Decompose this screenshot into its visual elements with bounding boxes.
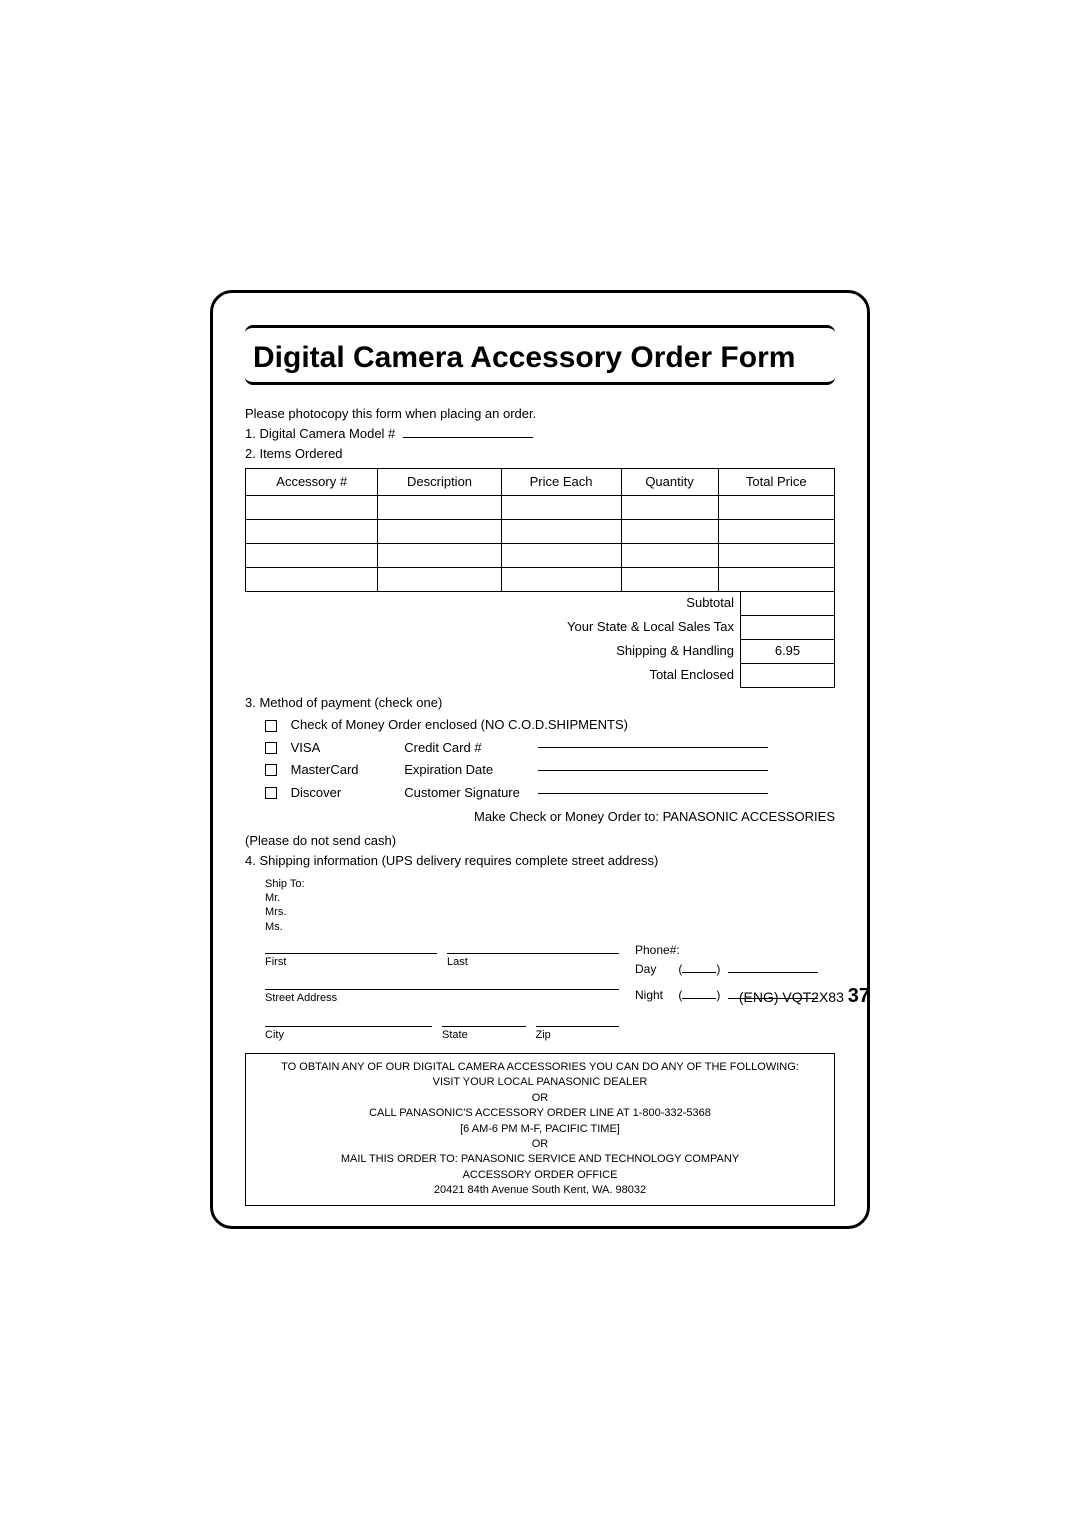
night-label: Night (635, 987, 675, 1004)
info-l4: [6 AM-6 PM M-F, PACIFIC TIME] (254, 1122, 826, 1137)
cc-number-label: Credit Card # (404, 739, 534, 757)
ms-label: Ms. (265, 920, 835, 934)
checkbox-money-order[interactable] (265, 720, 277, 732)
visa-label: VISA (291, 739, 401, 757)
state-field[interactable]: State (442, 1013, 526, 1043)
col-description: Description (378, 468, 501, 495)
street-caption: Street Address (265, 991, 619, 1006)
col-quantity: Quantity (621, 468, 718, 495)
zip-field[interactable]: Zip (536, 1013, 620, 1043)
totals-table: Subtotal Your State & Local Sales Tax Sh… (245, 591, 835, 688)
info-or2: OR (254, 1137, 826, 1152)
intro-text: Please photocopy this form when placing … (245, 405, 835, 423)
money-order-label: Check of Money Order enclosed (NO C.O.D.… (291, 717, 628, 732)
info-box: TO OBTAIN ANY OF OUR DIGITAL CAMERA ACCE… (245, 1053, 835, 1206)
page-number: 37 (848, 985, 870, 1007)
phone-label: Phone#: (635, 942, 835, 959)
col-accessory: Accessory # (246, 468, 378, 495)
step1-label: 1. Digital Camera Model # (245, 426, 395, 441)
page: Digital Camera Accessory Order Form Plea… (0, 0, 1080, 1526)
col-price-each: Price Each (501, 468, 621, 495)
first-caption: First (265, 955, 437, 970)
city-field[interactable]: City (265, 1013, 432, 1043)
table-row[interactable] (246, 567, 835, 591)
sig-label: Customer Signature (404, 784, 534, 802)
items-table: Accessory # Description Price Each Quant… (245, 468, 835, 592)
step3-label: 3. Method of payment (check one) (245, 694, 835, 712)
info-l6: ACCESSORY ORDER OFFICE (254, 1168, 826, 1183)
day-label: Day (635, 961, 675, 978)
state-caption: State (442, 1028, 526, 1043)
col-total-price: Total Price (718, 468, 834, 495)
step1: 1. Digital Camera Model # (245, 425, 835, 443)
payment-visa-row: VISA Credit Card # (265, 738, 835, 757)
table-row[interactable] (246, 519, 835, 543)
payment-discover-row: Discover Customer Signature (265, 783, 835, 802)
city-caption: City (265, 1028, 432, 1043)
payment-check-row: Check of Money Order enclosed (NO C.O.D.… (265, 716, 835, 734)
exp-label: Expiration Date (404, 761, 534, 779)
step4-label: 4. Shipping information (UPS delivery re… (245, 852, 835, 870)
payment-mc-row: MasterCard Expiration Date (265, 761, 835, 780)
enclosed-box[interactable] (741, 663, 835, 687)
table-row[interactable] (246, 495, 835, 519)
mrs-label: Mrs. (265, 905, 835, 919)
street-field[interactable]: Street Address (265, 976, 619, 1006)
last-caption: Last (447, 955, 619, 970)
day-area-field[interactable] (682, 972, 716, 973)
zip-caption: Zip (536, 1028, 620, 1043)
last-name-field[interactable]: Last (447, 940, 619, 970)
subtotal-box[interactable] (741, 591, 835, 615)
exp-field[interactable] (538, 770, 768, 771)
shipping-label: Shipping & Handling (245, 639, 741, 663)
first-name-field[interactable]: First (265, 940, 437, 970)
tax-box[interactable] (741, 615, 835, 639)
phone-day-row: Day () (635, 961, 835, 978)
step2-label: 2. Items Ordered (245, 445, 835, 463)
ship-to-label: Ship To: (265, 877, 835, 891)
day-number-field[interactable] (728, 972, 818, 973)
make-check-text: Make Check or Money Order to: PANASONIC … (245, 808, 835, 826)
no-cash-text: (Please do not send cash) (245, 832, 835, 850)
checkbox-visa[interactable] (265, 742, 277, 754)
subtotal-label: Subtotal (245, 591, 741, 615)
info-l1: TO OBTAIN ANY OF OUR DIGITAL CAMERA ACCE… (254, 1060, 826, 1075)
form-frame: Digital Camera Accessory Order Form Plea… (210, 290, 870, 1229)
night-area-field[interactable] (682, 998, 716, 999)
form-content: Please photocopy this form when placing … (213, 293, 867, 1226)
page-footer: (ENG) VQT2X83 37 (739, 985, 870, 1008)
info-l5: MAIL THIS ORDER TO: PANASONIC SERVICE AN… (254, 1152, 826, 1167)
title-bar: Digital Camera Accessory Order Form (245, 325, 835, 385)
model-number-field[interactable] (403, 437, 533, 438)
tax-label: Your State & Local Sales Tax (245, 615, 741, 639)
form-title: Digital Camera Accessory Order Form (245, 328, 835, 388)
address-left: First Last Street Address (265, 940, 619, 1043)
cc-number-field[interactable] (538, 747, 768, 748)
discover-label: Discover (291, 784, 401, 802)
footer-code: (ENG) VQT2X83 (739, 989, 844, 1005)
mr-label: Mr. (265, 891, 835, 905)
info-l2: VISIT YOUR LOCAL PANASONIC DEALER (254, 1075, 826, 1090)
checkbox-mastercard[interactable] (265, 764, 277, 776)
info-or1: OR (254, 1091, 826, 1106)
shipping-block: Ship To: Mr. Mrs. Ms. First Las (245, 877, 835, 1043)
info-l3: CALL PANASONIC'S ACCESSORY ORDER LINE AT… (254, 1106, 826, 1121)
checkbox-discover[interactable] (265, 787, 277, 799)
shipping-value: 6.95 (741, 639, 835, 663)
info-l7: 20421 84th Avenue South Kent, WA. 98032 (254, 1183, 826, 1198)
sig-field[interactable] (538, 793, 768, 794)
enclosed-label: Total Enclosed (245, 663, 741, 687)
mc-label: MasterCard (291, 761, 401, 779)
table-row[interactable] (246, 543, 835, 567)
